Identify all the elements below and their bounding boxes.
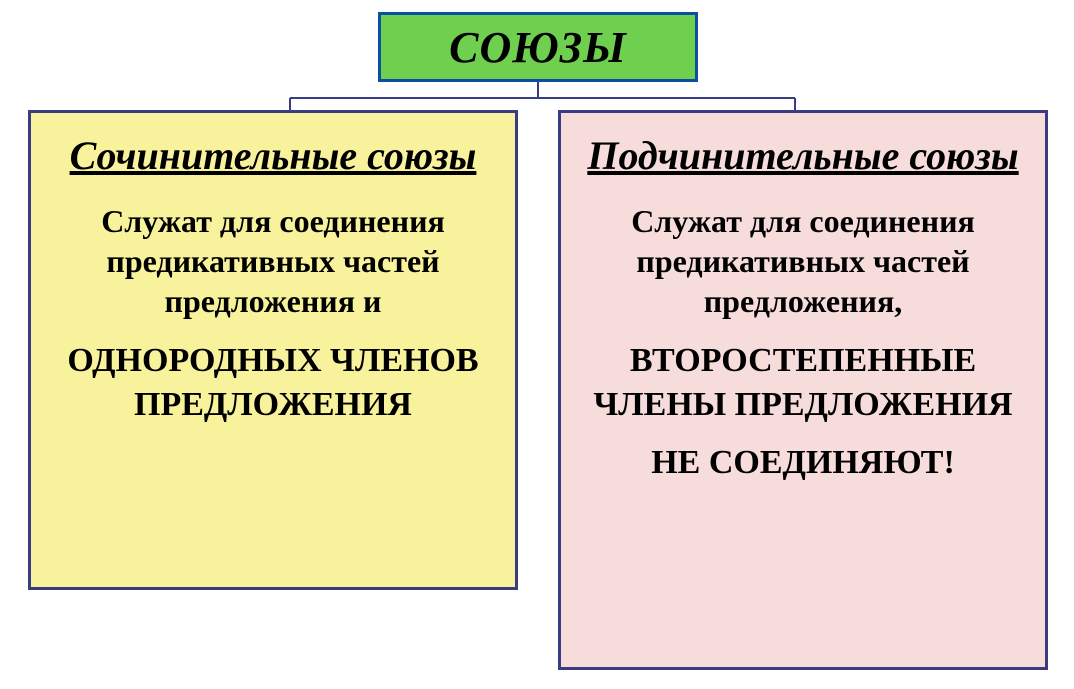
left-emphasis: ОДНОРОДНЫХ ЧЛЕНОВ ПРЕДЛОЖЕНИЯ [49, 339, 497, 427]
right-body: Служат для соединения предикативных част… [579, 201, 1027, 321]
right-extra: НЕ СОЕДИНЯЮТ! [579, 441, 1027, 485]
left-body: Служат для соединения предикативных част… [49, 201, 497, 321]
root-node: СОЮЗЫ [378, 12, 698, 82]
left-node: Сочинительные союзы Служат для соединени… [28, 110, 518, 590]
right-title: Подчинительные союзы [579, 131, 1027, 181]
right-node: Подчинительные союзы Служат для соединен… [558, 110, 1048, 670]
root-label: СОЮЗЫ [449, 22, 627, 73]
connector-path [290, 82, 795, 110]
right-emphasis: ВТОРОСТЕПЕННЫЕ ЧЛЕНЫ ПРЕДЛОЖЕНИЯ [579, 339, 1027, 427]
left-title: Сочинительные союзы [49, 131, 497, 181]
